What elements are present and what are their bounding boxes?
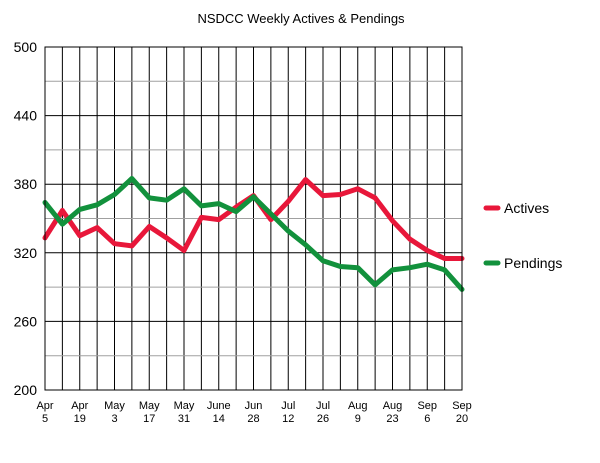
y-tick-label: 440 [14, 108, 38, 124]
y-tick-label: 320 [14, 245, 38, 261]
x-tick-label: Sep 6 [417, 400, 437, 425]
grid [45, 47, 462, 390]
x-axis-ticks: Apr 5 Apr 19 May 3 May 17 May 31 June 14 Jun 28 Jul 12 J… [36, 400, 471, 425]
legend: Actives Pendings [483, 200, 562, 271]
y-tick-label: 500 [14, 39, 38, 55]
x-tick-label: Aug 23 [383, 400, 403, 425]
series-lines [42, 176, 465, 292]
y-axis-ticks: 200 260 320 380 440 500 [14, 39, 38, 398]
chart-title: NSDCC Weekly Actives & Pendings [197, 11, 405, 26]
legend-label-pendings: Pendings [504, 255, 562, 271]
y-tick-label: 200 [14, 382, 38, 398]
x-tick-label: May 31 [174, 400, 195, 425]
x-tick-label: Sep 20 [452, 400, 472, 425]
x-tick-label: Apr 5 [36, 400, 53, 425]
x-tick-label: Jul 26 [316, 400, 330, 425]
x-tick-label: June 14 [207, 400, 231, 425]
x-tick-label: Jun 28 [245, 400, 263, 425]
series-line-pendings [42, 176, 465, 292]
legend-label-actives: Actives [504, 200, 549, 216]
x-tick-label: Jul 12 [281, 400, 295, 425]
y-tick-label: 260 [14, 313, 38, 329]
y-tick-label: 380 [14, 176, 38, 192]
x-tick-label: May 3 [104, 400, 125, 425]
x-tick-label: Aug 9 [348, 400, 368, 425]
plot-area-border [44, 46, 463, 391]
x-tick-label: Apr 19 [71, 400, 88, 425]
x-tick-label: May 17 [139, 400, 160, 425]
